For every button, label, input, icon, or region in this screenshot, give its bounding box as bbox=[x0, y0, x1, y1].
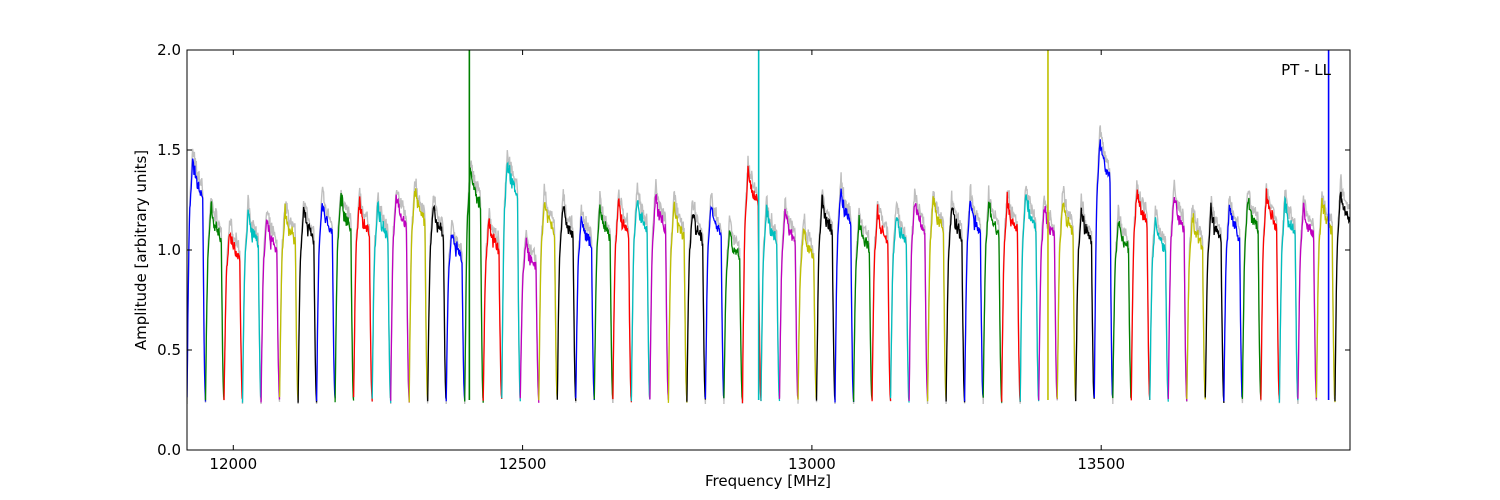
band-trace bbox=[1204, 202, 1225, 403]
band-trace bbox=[1075, 207, 1095, 402]
band-trace bbox=[187, 158, 207, 402]
band-trace bbox=[667, 201, 688, 403]
band-trace bbox=[908, 203, 929, 402]
band-trace bbox=[871, 204, 892, 402]
band-trace bbox=[390, 194, 410, 403]
band-trace bbox=[1167, 197, 1188, 402]
band-trace bbox=[815, 194, 836, 401]
background-trace bbox=[427, 194, 447, 404]
background-trace bbox=[482, 208, 503, 403]
y-tick-label: 0.0 bbox=[157, 441, 181, 459]
band-trace bbox=[926, 196, 947, 402]
band-trace bbox=[630, 200, 651, 402]
band-trace bbox=[612, 198, 633, 403]
band-trace bbox=[445, 233, 466, 402]
background-trace bbox=[1315, 191, 1336, 402]
background-trace bbox=[871, 201, 892, 402]
trace-layer bbox=[187, 50, 1350, 405]
background-trace bbox=[538, 183, 558, 400]
background-trace bbox=[519, 229, 540, 399]
background-trace bbox=[223, 218, 244, 400]
band-trace bbox=[538, 202, 558, 401]
band-trace bbox=[315, 203, 336, 402]
y-tick-label: 1.0 bbox=[157, 241, 181, 259]
band-trace bbox=[260, 219, 281, 403]
band-trace bbox=[760, 204, 781, 402]
band-trace bbox=[519, 237, 540, 403]
band-trace bbox=[1149, 217, 1169, 402]
band-trace bbox=[945, 206, 966, 403]
band-trace bbox=[427, 204, 447, 402]
band-trace bbox=[778, 208, 799, 399]
x-axis: 12000 12500 13000 13500 bbox=[209, 50, 1125, 473]
band-trace bbox=[556, 206, 577, 401]
band-trace bbox=[575, 216, 595, 401]
band-trace bbox=[889, 216, 910, 403]
background-trace bbox=[1186, 204, 1206, 403]
band-trace bbox=[1278, 195, 1299, 403]
band-trace bbox=[1297, 202, 1318, 400]
band-trace bbox=[704, 205, 725, 399]
band-trace bbox=[1093, 139, 1114, 399]
background-trace bbox=[649, 179, 670, 399]
band-trace bbox=[982, 201, 1003, 403]
band-trace bbox=[1112, 221, 1132, 399]
band-trace bbox=[852, 214, 873, 402]
x-tick-label: 12500 bbox=[499, 455, 547, 473]
band-trace bbox=[593, 204, 614, 400]
band-trace bbox=[1241, 197, 1262, 399]
band-trace bbox=[408, 188, 429, 403]
band-trace bbox=[482, 218, 503, 401]
band-trace bbox=[1001, 191, 1021, 402]
band-trace bbox=[1315, 197, 1336, 403]
band-trace bbox=[334, 192, 355, 403]
band-trace bbox=[241, 209, 262, 403]
band-trace bbox=[204, 201, 225, 401]
band-trace bbox=[834, 188, 855, 403]
chart-annotation: PT - LL bbox=[1281, 61, 1332, 79]
background-trace bbox=[1334, 174, 1350, 396]
band-trace bbox=[352, 196, 373, 402]
band-trace bbox=[1056, 202, 1077, 401]
x-tick-label: 13500 bbox=[1077, 455, 1125, 473]
band-trace bbox=[278, 203, 299, 401]
background-trace bbox=[723, 215, 744, 405]
x-tick-label: 12000 bbox=[209, 455, 257, 473]
y-tick-label: 1.5 bbox=[157, 141, 181, 159]
band-trace bbox=[464, 167, 484, 403]
band-trace bbox=[1260, 188, 1281, 400]
band-trace bbox=[963, 200, 984, 402]
background-trace bbox=[1001, 190, 1021, 404]
band-trace bbox=[223, 231, 244, 401]
band-trace bbox=[1186, 213, 1206, 400]
band-trace bbox=[1130, 189, 1151, 401]
y-axis: 0.0 0.5 1.0 1.5 2.0 bbox=[157, 41, 1350, 459]
band-trace bbox=[1334, 191, 1350, 402]
y-axis-label: Amplitude [arbitrary units] bbox=[132, 150, 150, 350]
background-trace bbox=[1297, 195, 1318, 405]
band-trace bbox=[297, 206, 318, 403]
band-trace bbox=[371, 200, 392, 403]
band-trace bbox=[797, 227, 818, 400]
band-trace bbox=[686, 214, 707, 402]
x-axis-label: Frequency [MHz] bbox=[705, 472, 831, 490]
x-tick-label: 13000 bbox=[788, 455, 836, 473]
band-trace bbox=[649, 194, 670, 400]
band-trace bbox=[1223, 204, 1244, 402]
y-tick-label: 2.0 bbox=[157, 41, 181, 59]
background-trace bbox=[1204, 195, 1225, 400]
background-trace bbox=[852, 207, 873, 404]
band-trace bbox=[1019, 194, 1040, 402]
background-trace bbox=[408, 178, 429, 404]
background-trace bbox=[778, 196, 799, 399]
y-tick-label: 0.5 bbox=[157, 341, 181, 359]
band-trace bbox=[723, 230, 744, 400]
band-trace bbox=[501, 161, 521, 402]
